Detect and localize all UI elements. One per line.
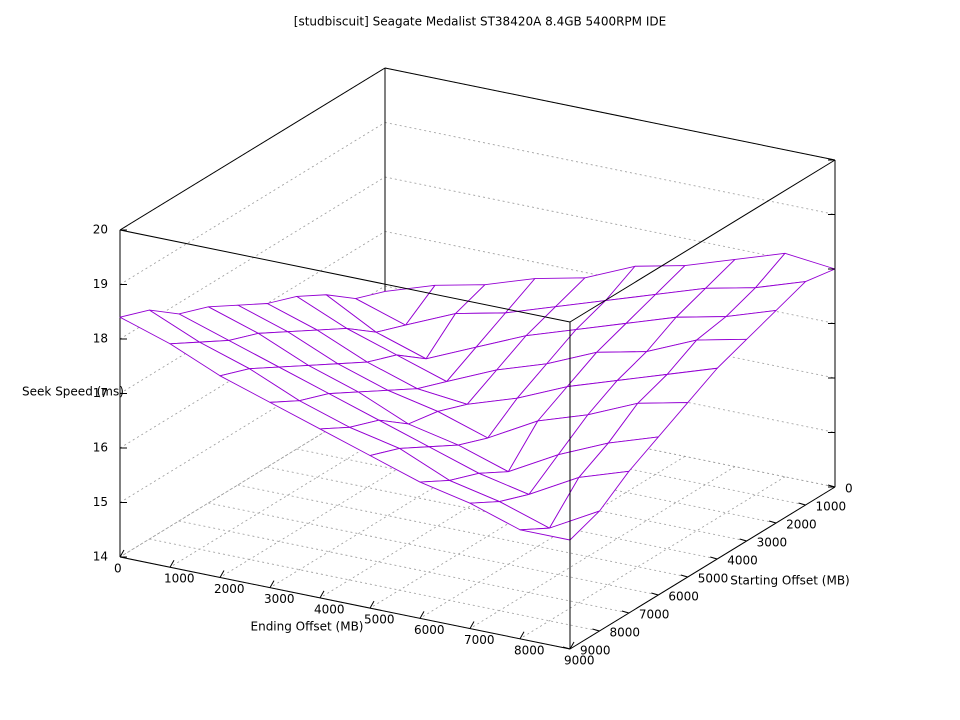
z-tick-label: 16 xyxy=(93,441,108,455)
tick-mark xyxy=(219,570,225,578)
y-tick-label: 6000 xyxy=(668,590,699,604)
tick-mark xyxy=(269,580,275,588)
x-tick-label: 4000 xyxy=(314,602,345,616)
tick-mark xyxy=(827,484,836,488)
tick-mark xyxy=(319,590,325,599)
z-tick-label: 15 xyxy=(93,495,108,509)
grid-line xyxy=(208,502,659,596)
chart-title: [studbiscuit] Seagate Medalist ST38420A … xyxy=(294,15,666,29)
x-axis-label: Ending Offset (MB) xyxy=(251,620,364,634)
z-tick-label: 14 xyxy=(93,550,108,564)
box-edge xyxy=(119,229,571,323)
grid-line xyxy=(469,466,736,629)
grid-line xyxy=(178,520,629,614)
tick-mark xyxy=(739,538,747,542)
tick-mark xyxy=(369,600,375,609)
x-tick-label: 9000 xyxy=(564,654,595,668)
y-tick-label: 8000 xyxy=(609,626,640,640)
x-tick-label: 8000 xyxy=(514,643,545,657)
grid-line xyxy=(384,176,836,270)
grid-line xyxy=(119,122,386,285)
z-tick-label: 19 xyxy=(93,277,108,291)
grid-line xyxy=(119,340,386,503)
x-tick-label: 2000 xyxy=(214,582,245,596)
x-tick-label: 0 xyxy=(114,562,122,576)
tick-mark xyxy=(469,621,475,629)
tick-mark xyxy=(592,628,600,632)
y-axis-label: Starting Offset (MB) xyxy=(730,574,850,588)
y-tick-label: 0 xyxy=(845,482,853,496)
tick-mark xyxy=(519,631,525,640)
tick-mark xyxy=(119,549,125,558)
tick-mark xyxy=(621,610,630,614)
y-tick-label: 2000 xyxy=(786,518,817,532)
tick-mark xyxy=(798,502,806,506)
y-tick-label: 5000 xyxy=(698,572,729,586)
tick-mark xyxy=(569,641,575,650)
grid-line xyxy=(519,476,786,640)
tick-mark xyxy=(680,574,688,578)
tick-mark xyxy=(562,646,571,650)
x-tick-label: 5000 xyxy=(364,613,395,627)
z-tick-label: 17 xyxy=(93,386,108,400)
tick-mark xyxy=(768,520,777,524)
x-tick-label: 1000 xyxy=(164,572,195,586)
z-tick-label: 20 xyxy=(93,223,108,237)
grid-line xyxy=(267,466,718,560)
box-edge xyxy=(569,159,836,323)
z-axis-label: Seek Speed (ms) xyxy=(22,385,124,399)
grid-line xyxy=(384,231,836,324)
box-edge xyxy=(119,67,386,231)
grid-line xyxy=(237,484,688,578)
grid-line xyxy=(419,455,686,619)
grid-line xyxy=(149,538,600,632)
x-tick-label: 6000 xyxy=(414,623,445,637)
y-tick-label: 7000 xyxy=(639,608,670,622)
z-tick-label: 18 xyxy=(93,332,108,346)
tick-mark xyxy=(169,559,175,568)
box-edge xyxy=(119,556,571,650)
y-tick-label: 4000 xyxy=(727,554,758,568)
box-edge xyxy=(384,67,836,161)
tick-mark xyxy=(651,592,659,596)
y-tick-label: 9000 xyxy=(580,644,611,658)
grid-line xyxy=(296,448,747,542)
x-tick-label: 3000 xyxy=(264,592,295,606)
tick-mark xyxy=(710,556,718,560)
y-tick-label: 3000 xyxy=(757,536,788,550)
tick-mark xyxy=(419,611,425,619)
y-tick-label: 1000 xyxy=(816,500,847,514)
x-tick-label: 7000 xyxy=(464,633,495,647)
grid-line xyxy=(384,122,836,215)
box-edge xyxy=(569,486,836,650)
